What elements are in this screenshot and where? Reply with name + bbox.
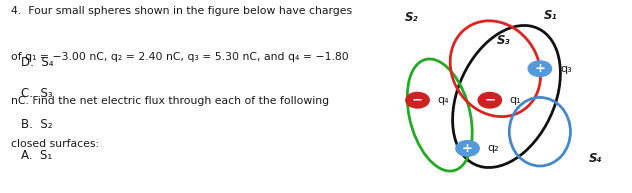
Circle shape [406,92,429,108]
Text: −: − [484,94,495,107]
Text: S₂: S₂ [405,11,419,24]
Text: D.  S₄: D. S₄ [21,57,54,69]
Text: q₁: q₁ [510,95,521,105]
Text: q₄: q₄ [437,95,449,105]
Text: q₃: q₃ [560,64,571,74]
Text: +: + [534,62,545,75]
Text: −: − [412,94,423,107]
Text: S₃: S₃ [497,34,511,47]
Circle shape [478,92,501,108]
Text: nC. Find the net electric flux through each of the following: nC. Find the net electric flux through e… [11,96,329,107]
Text: of q₁ = −3.00 nC, q₂ = 2.40 nC, q₃ = 5.30 nC, and q₄ = −1.80: of q₁ = −3.00 nC, q₂ = 2.40 nC, q₃ = 5.3… [11,52,348,62]
Text: S₄: S₄ [588,152,602,165]
Text: q₂: q₂ [487,143,499,153]
Text: A.  S₁: A. S₁ [21,149,52,162]
Text: +: + [462,142,473,155]
Text: 4.  Four small spheres shown in the figure below have charges: 4. Four small spheres shown in the figur… [11,6,352,16]
Text: C.  S₃: C. S₃ [21,87,53,100]
Text: B.  S₂: B. S₂ [21,118,53,131]
Text: S₁: S₁ [544,9,558,22]
Text: closed surfaces:: closed surfaces: [11,139,99,149]
Circle shape [528,61,552,76]
Circle shape [456,141,479,156]
